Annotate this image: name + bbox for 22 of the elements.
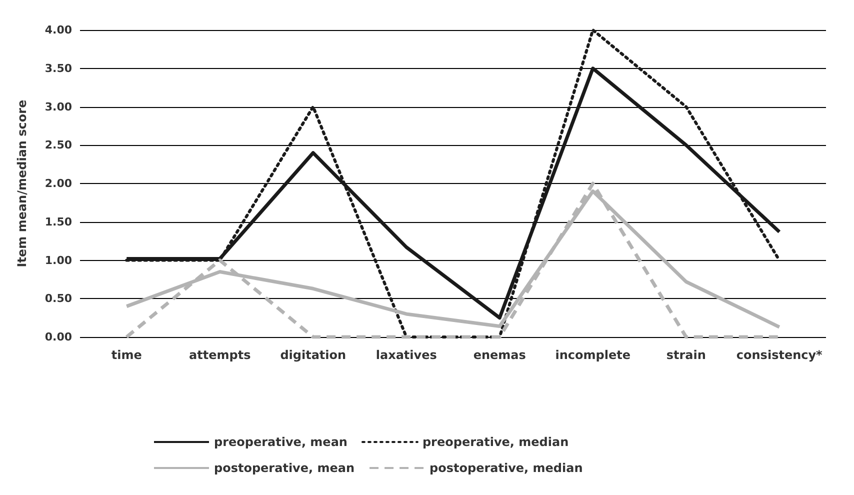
y-tick-label: 1.50 <box>44 215 72 228</box>
x-tick-label: laxatives <box>376 348 437 362</box>
y-tick-label: 2.00 <box>44 177 72 190</box>
y-tick-label: 4.00 <box>44 24 72 36</box>
x-tick-label: attempts <box>189 348 251 362</box>
y-tick-label: 0.50 <box>44 292 72 306</box>
x-tick-label: time <box>111 348 142 362</box>
legend-label: preoperative, median <box>422 435 569 449</box>
x-tick-label: digitation <box>280 348 346 362</box>
y-tick-label: 1.00 <box>44 254 72 267</box>
x-tick-label: strain <box>666 348 706 362</box>
legend-label: preoperative, mean <box>214 435 348 449</box>
y-tick-label: 2.50 <box>44 138 72 152</box>
x-tick-label: incomplete <box>555 348 630 362</box>
legend-label: postoperative, median <box>430 461 583 475</box>
legend-label: postoperative, mean <box>214 461 355 475</box>
y-tick-label: 3.00 <box>44 100 72 114</box>
y-tick-label: 0.00 <box>44 330 72 344</box>
y-tick-label: 3.50 <box>44 62 72 75</box>
x-tick-label: enemas <box>473 348 526 362</box>
y-axis-title: Item mean/median score <box>15 100 29 268</box>
x-tick-label: consistency* <box>736 348 824 362</box>
